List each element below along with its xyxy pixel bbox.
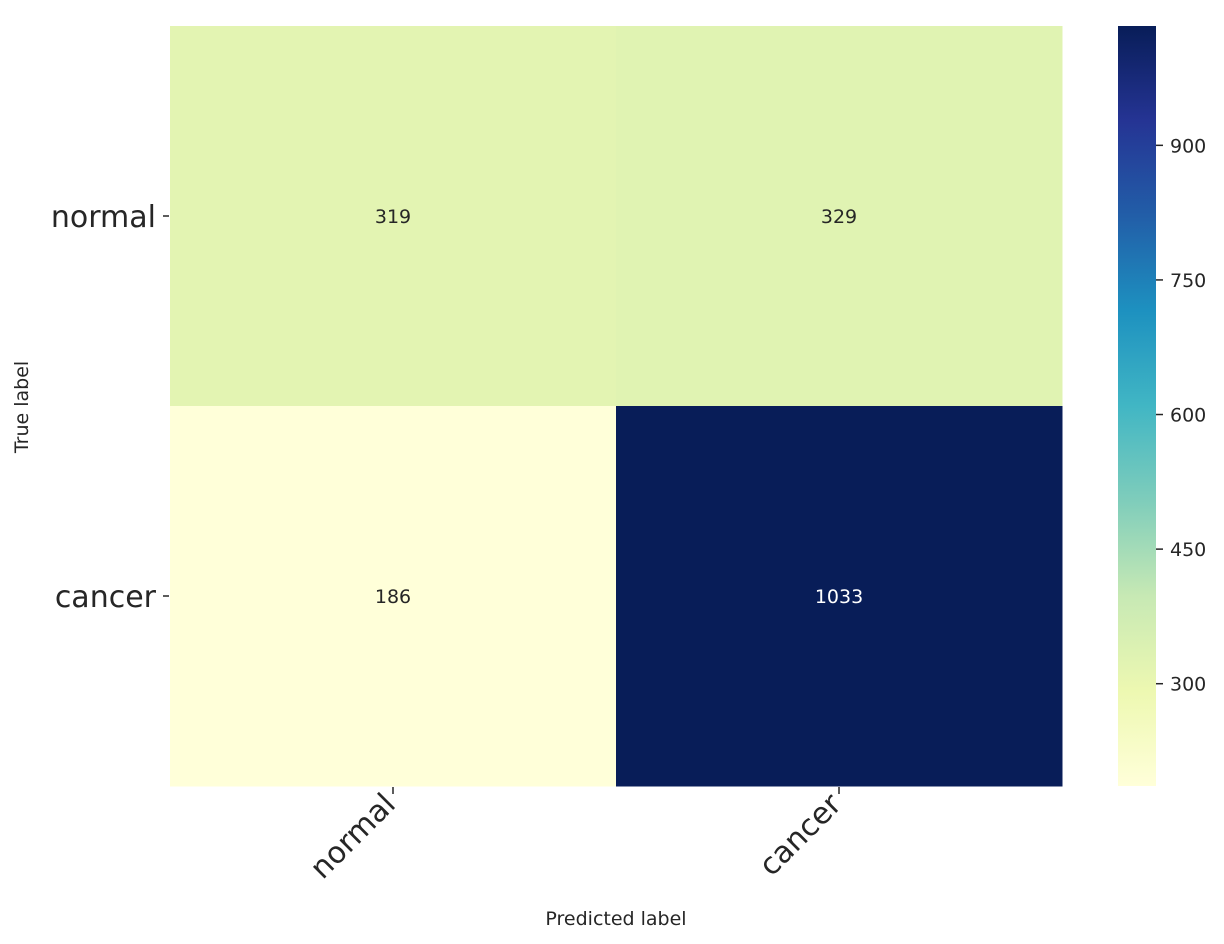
colorbar: 300 450 600 750 900 [1118, 26, 1206, 786]
x-tick-label: normal [304, 787, 403, 886]
cell-value-label: 186 [375, 586, 411, 608]
cell-value-label: 329 [821, 206, 857, 228]
colorbar-tick-label: 600 [1170, 405, 1206, 427]
x-axis-label: Predicted label [545, 908, 686, 930]
heatmap-cell [170, 406, 617, 787]
y-tick-label: cancer [55, 580, 157, 615]
colorbar-tick-label: 900 [1170, 135, 1206, 157]
heatmap-cell [170, 26, 617, 407]
colorbar-tick-label: 300 [1170, 674, 1206, 696]
colorbar-tick-label: 750 [1170, 270, 1206, 292]
cell-value-label: 1033 [815, 586, 863, 608]
y-axis: normal cancer [51, 200, 169, 615]
heatmap-cell [616, 406, 1063, 787]
colorbar-tick-label: 450 [1170, 539, 1206, 561]
y-axis-label: True label [11, 361, 33, 454]
x-tick-label: cancer [752, 786, 849, 883]
x-axis: normal cancer [304, 786, 850, 886]
heatmap-cell [616, 26, 1063, 407]
cell-value-label: 319 [375, 206, 411, 228]
y-tick-label: normal [51, 200, 156, 235]
heatmap-cells: 319 329 186 1033 [170, 26, 1063, 787]
colorbar-gradient [1118, 26, 1156, 786]
